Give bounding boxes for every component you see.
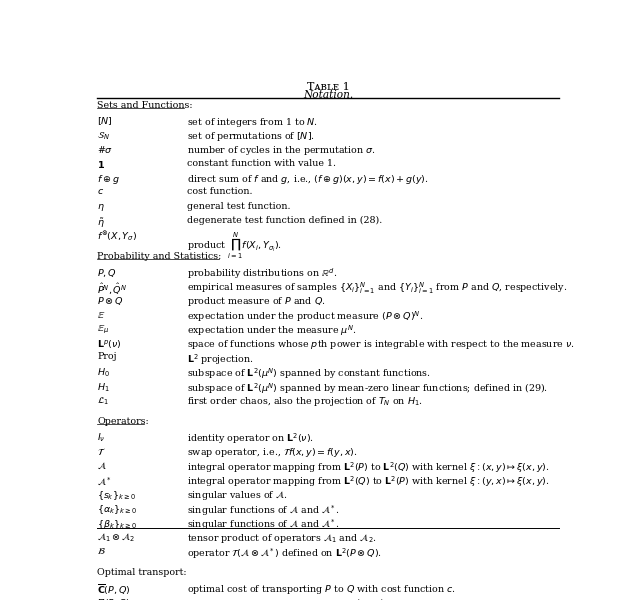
Text: $\overline{\mathbf{C}}(P,Q)$: $\overline{\mathbf{C}}(P,Q)$ [97,583,131,597]
Text: $\mathcal{A}$: $\mathcal{A}$ [97,460,107,470]
Text: $\{\alpha_k\}_{k \geq 0}$: $\{\alpha_k\}_{k \geq 0}$ [97,503,138,516]
Text: $\mathcal{B}$: $\mathcal{B}$ [97,547,106,556]
Text: singular functions of $\mathcal{A}$ and $\mathcal{A}^*$.: singular functions of $\mathcal{A}$ and … [187,518,340,532]
Text: expectation under the measure $\mu^N$.: expectation under the measure $\mu^N$. [187,324,356,338]
Text: optimal cost of transporting $P$ to $Q$ with cost function $c$.: optimal cost of transporting $P$ to $Q$ … [187,583,455,596]
Text: $\{\beta_k\}_{k \geq 0}$: $\{\beta_k\}_{k \geq 0}$ [97,518,138,530]
Text: $\tilde{\eta}$: $\tilde{\eta}$ [97,216,105,230]
Text: $\mathbb{E}_\mu$: $\mathbb{E}_\mu$ [97,324,109,336]
Text: Probability and Statistics:: Probability and Statistics: [97,251,221,260]
Text: singular functions of $\mathcal{A}$ and $\mathcal{A}^*$.: singular functions of $\mathcal{A}$ and … [187,503,340,518]
Text: swap operator, i.e., $\mathcal{T}f(x, y) = f(y, x)$.: swap operator, i.e., $\mathcal{T}f(x, y)… [187,446,357,459]
Text: constant function with value 1.: constant function with value 1. [187,158,335,167]
Text: first order chaos, also the projection of $T_N$ on $H_1$.: first order chaos, also the projection o… [187,395,422,409]
Text: $H_1$: $H_1$ [97,381,110,394]
Text: product measure of $P$ and $Q$.: product measure of $P$ and $Q$. [187,295,325,308]
Text: $P, Q$: $P, Q$ [97,266,117,278]
Text: expectation under the product measure $(P \otimes Q)^N$.: expectation under the product measure $(… [187,310,423,324]
Text: Sets and Functions:: Sets and Functions: [97,101,193,110]
Text: $\#\sigma$: $\#\sigma$ [97,145,113,155]
Text: tensor product of operators $\mathcal{A}_1$ and $\mathcal{A}_2$.: tensor product of operators $\mathcal{A}… [187,532,376,545]
Text: $\mathbf{L}^p(\nu)$: $\mathbf{L}^p(\nu)$ [97,338,122,351]
Text: $\mathbf{L}^2$ projection.: $\mathbf{L}^2$ projection. [187,352,253,367]
Text: $f \oplus g$: $f \oplus g$ [97,173,120,186]
Text: $P \otimes Q$: $P \otimes Q$ [97,295,124,307]
Text: general test function.: general test function. [187,202,290,211]
Text: $\mathcal{T}$: $\mathcal{T}$ [97,446,106,457]
Text: $\mathbf{1}$: $\mathbf{1}$ [97,158,106,170]
Text: set of integers from 1 to $N$.: set of integers from 1 to $N$. [187,116,317,128]
Text: product $\prod_{i=1}^N f(X_i, Y_{\sigma_i})$.: product $\prod_{i=1}^N f(X_i, Y_{\sigma_… [187,230,282,261]
Text: $\eta$: $\eta$ [97,202,105,212]
Text: subspace of $\mathbf{L}^2(\mu^N)$ spanned by mean-zero linear functions; defined: subspace of $\mathbf{L}^2(\mu^N)$ spanne… [187,381,548,396]
Text: $\{s_k\}_{k \geq 0}$: $\{s_k\}_{k \geq 0}$ [97,489,136,502]
Text: $\mathcal{L}_1$: $\mathcal{L}_1$ [97,395,109,407]
Text: $\Pi(P,Q)$: $\Pi(P,Q)$ [97,597,131,600]
Text: $\hat{P}^N, \hat{Q}^N$: $\hat{P}^N, \hat{Q}^N$ [97,281,127,296]
Text: $c$: $c$ [97,187,104,196]
Text: integral operator mapping from $\mathbf{L}^2(Q)$ to $\mathbf{L}^2(P)$ with kerne: integral operator mapping from $\mathbf{… [187,475,549,490]
Text: singular values of $\mathcal{A}$.: singular values of $\mathcal{A}$. [187,489,287,502]
Text: $\mathcal{A}_1 \otimes \mathcal{A}_2$: $\mathcal{A}_1 \otimes \mathcal{A}_2$ [97,532,136,544]
Text: Notation.: Notation. [303,90,353,100]
Text: probability distributions on $\mathbb{R}^d$.: probability distributions on $\mathbb{R}… [187,266,337,281]
Text: $[N]$: $[N]$ [97,116,113,127]
Text: cost function.: cost function. [187,187,252,196]
Text: Optimal transport:: Optimal transport: [97,568,187,577]
Text: $H_0$: $H_0$ [97,367,110,379]
Text: set of permutations of $[N]$.: set of permutations of $[N]$. [187,130,315,143]
Text: subspace of $\mathbf{L}^2(\mu^N)$ spanned by constant functions.: subspace of $\mathbf{L}^2(\mu^N)$ spanne… [187,367,431,382]
Text: degenerate test function defined in (28).: degenerate test function defined in (28)… [187,216,382,225]
Text: empirical measures of samples $\{X_i\}_{i=1}^N$ and $\{Y_i\}_{i=1}^N$ from $P$ a: empirical measures of samples $\{X_i\}_{… [187,281,567,296]
Text: operator $\mathcal{T}(\mathcal{A} \otimes \mathcal{A}^*)$ defined on $\mathbf{L}: operator $\mathcal{T}(\mathcal{A} \otime… [187,547,381,561]
Text: $\mathcal{S}_N$: $\mathcal{S}_N$ [97,130,110,142]
Text: Tᴀʙʟᴇ 1: Tᴀʙʟᴇ 1 [307,82,349,92]
Text: number of cycles in the permutation $\sigma$.: number of cycles in the permutation $\si… [187,145,376,157]
Text: space of functions whose $p$th power is integrable with respect to the measure $: space of functions whose $p$th power is … [187,338,574,351]
Text: integral operator mapping from $\mathbf{L}^2(P)$ to $\mathbf{L}^2(Q)$ with kerne: integral operator mapping from $\mathbf{… [187,460,549,475]
Text: $\mathcal{A}^*$: $\mathcal{A}^*$ [97,475,112,487]
Text: space of probabilities defined on $\mathbb{R}^d \times \mathbb{R}^d$ with margin: space of probabilities defined on $\math… [187,597,501,600]
Text: $\mathbb{E}$: $\mathbb{E}$ [97,310,106,320]
Text: Proj: Proj [97,352,117,361]
Text: identity operator on $\mathbf{L}^2(\nu)$.: identity operator on $\mathbf{L}^2(\nu)$… [187,432,314,446]
Text: $f^{\otimes}(X, Y_\sigma)$: $f^{\otimes}(X, Y_\sigma)$ [97,230,138,244]
Text: Operators:: Operators: [97,416,149,425]
Text: $I_\nu$: $I_\nu$ [97,432,106,444]
Text: direct sum of $f$ and $g$, i.e., $(f \oplus g)(x, y) = f(x) + g(y)$.: direct sum of $f$ and $g$, i.e., $(f \op… [187,173,428,186]
